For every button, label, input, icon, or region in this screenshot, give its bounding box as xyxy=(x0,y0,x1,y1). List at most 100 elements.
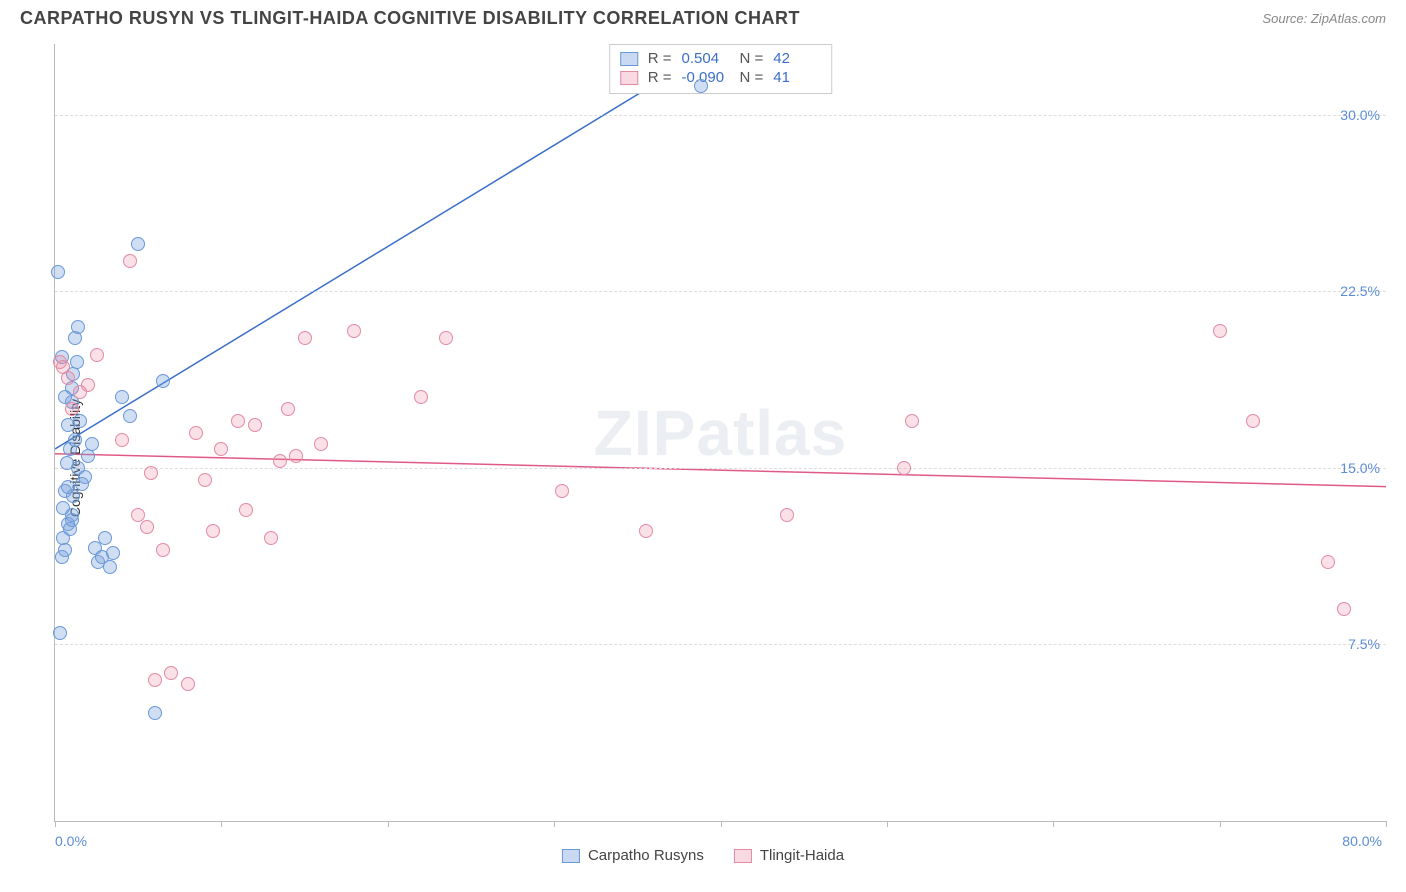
data-point xyxy=(61,371,75,385)
data-point xyxy=(144,466,158,480)
x-tick xyxy=(1053,821,1054,827)
data-point xyxy=(65,513,79,527)
chart-source: Source: ZipAtlas.com xyxy=(1262,11,1386,26)
x-tick xyxy=(1386,821,1387,827)
stats-row: R = 0.504 N = 42 xyxy=(620,49,822,68)
data-point xyxy=(106,546,120,560)
x-tick xyxy=(721,821,722,827)
data-point xyxy=(164,666,178,680)
data-point xyxy=(1337,602,1351,616)
legend-label: Tlingit-Haida xyxy=(760,847,844,864)
data-point xyxy=(1246,414,1260,428)
data-point xyxy=(181,677,195,691)
data-point xyxy=(115,433,129,447)
data-point xyxy=(123,409,137,423)
data-point xyxy=(231,414,245,428)
data-point xyxy=(156,374,170,388)
legend-item: Tlingit-Haida xyxy=(734,847,844,864)
stat-r-value: 0.504 xyxy=(682,50,730,67)
data-point xyxy=(1213,324,1227,338)
x-tick xyxy=(1220,821,1221,827)
data-point xyxy=(347,324,361,338)
legend-label: Carpatho Rusyns xyxy=(588,847,704,864)
y-tick-label: 30.0% xyxy=(1340,107,1380,123)
x-tick xyxy=(388,821,389,827)
stats-box: R = 0.504 N = 42 R = -0.090 N = 41 xyxy=(609,44,833,94)
data-point xyxy=(140,520,154,534)
data-point xyxy=(273,454,287,468)
data-point xyxy=(555,484,569,498)
data-point xyxy=(264,531,278,545)
data-point xyxy=(148,673,162,687)
y-tick-label: 15.0% xyxy=(1340,460,1380,476)
stat-r-label: R = xyxy=(648,50,672,67)
data-point xyxy=(103,560,117,574)
data-point xyxy=(73,414,87,428)
gridline xyxy=(55,468,1386,469)
stat-r-label: R = xyxy=(648,69,672,86)
chart-title: CARPATHO RUSYN VS TLINGIT-HAIDA COGNITIV… xyxy=(20,8,800,29)
legend-swatch xyxy=(620,71,638,85)
data-point xyxy=(81,449,95,463)
data-point xyxy=(314,437,328,451)
x-tick-label: 0.0% xyxy=(55,833,87,849)
data-point xyxy=(115,390,129,404)
data-point xyxy=(694,79,708,93)
data-point xyxy=(1321,555,1335,569)
data-point xyxy=(639,524,653,538)
gridline xyxy=(55,115,1386,116)
data-point xyxy=(71,320,85,334)
data-point xyxy=(156,543,170,557)
data-point xyxy=(78,470,92,484)
data-point xyxy=(281,402,295,416)
data-point xyxy=(68,331,82,345)
data-point xyxy=(81,378,95,392)
legend-item: Carpatho Rusyns xyxy=(562,847,704,864)
gridline xyxy=(55,644,1386,645)
data-point xyxy=(68,433,82,447)
legend: Carpatho Rusyns Tlingit-Haida xyxy=(562,847,844,864)
data-point xyxy=(85,437,99,451)
data-point xyxy=(189,426,203,440)
x-tick xyxy=(554,821,555,827)
y-tick-label: 7.5% xyxy=(1348,636,1380,652)
data-point xyxy=(198,473,212,487)
data-point xyxy=(90,348,104,362)
stat-n-value: 42 xyxy=(773,50,821,67)
data-point xyxy=(98,531,112,545)
legend-swatch xyxy=(734,849,752,863)
stats-row: R = -0.090 N = 41 xyxy=(620,68,822,87)
gridline xyxy=(55,291,1386,292)
data-point xyxy=(239,503,253,517)
watermark: ZIPatlas xyxy=(594,396,847,470)
x-tick-label: 80.0% xyxy=(1342,833,1382,849)
data-point xyxy=(58,543,72,557)
data-point xyxy=(131,237,145,251)
data-point xyxy=(206,524,220,538)
trend-lines xyxy=(55,44,1386,821)
data-point xyxy=(214,442,228,456)
legend-swatch xyxy=(562,849,580,863)
data-point xyxy=(148,706,162,720)
legend-swatch xyxy=(620,52,638,66)
data-point xyxy=(298,331,312,345)
x-tick xyxy=(887,821,888,827)
x-tick xyxy=(55,821,56,827)
data-point xyxy=(51,265,65,279)
stat-n-label: N = xyxy=(740,69,764,86)
y-tick-label: 22.5% xyxy=(1340,283,1380,299)
data-point xyxy=(65,402,79,416)
data-point xyxy=(70,355,84,369)
data-point xyxy=(414,390,428,404)
data-point xyxy=(897,461,911,475)
data-point xyxy=(60,456,74,470)
data-point xyxy=(289,449,303,463)
stat-n-value: 41 xyxy=(773,69,821,86)
plot-region: ZIPatlas R = 0.504 N = 42 R = -0.090 N =… xyxy=(54,44,1386,822)
data-point xyxy=(61,480,75,494)
data-point xyxy=(780,508,794,522)
data-point xyxy=(123,254,137,268)
chart-header: CARPATHO RUSYN VS TLINGIT-HAIDA COGNITIV… xyxy=(0,0,1406,33)
chart-area: Cognitive Disability ZIPatlas R = 0.504 … xyxy=(20,44,1386,872)
x-tick xyxy=(221,821,222,827)
